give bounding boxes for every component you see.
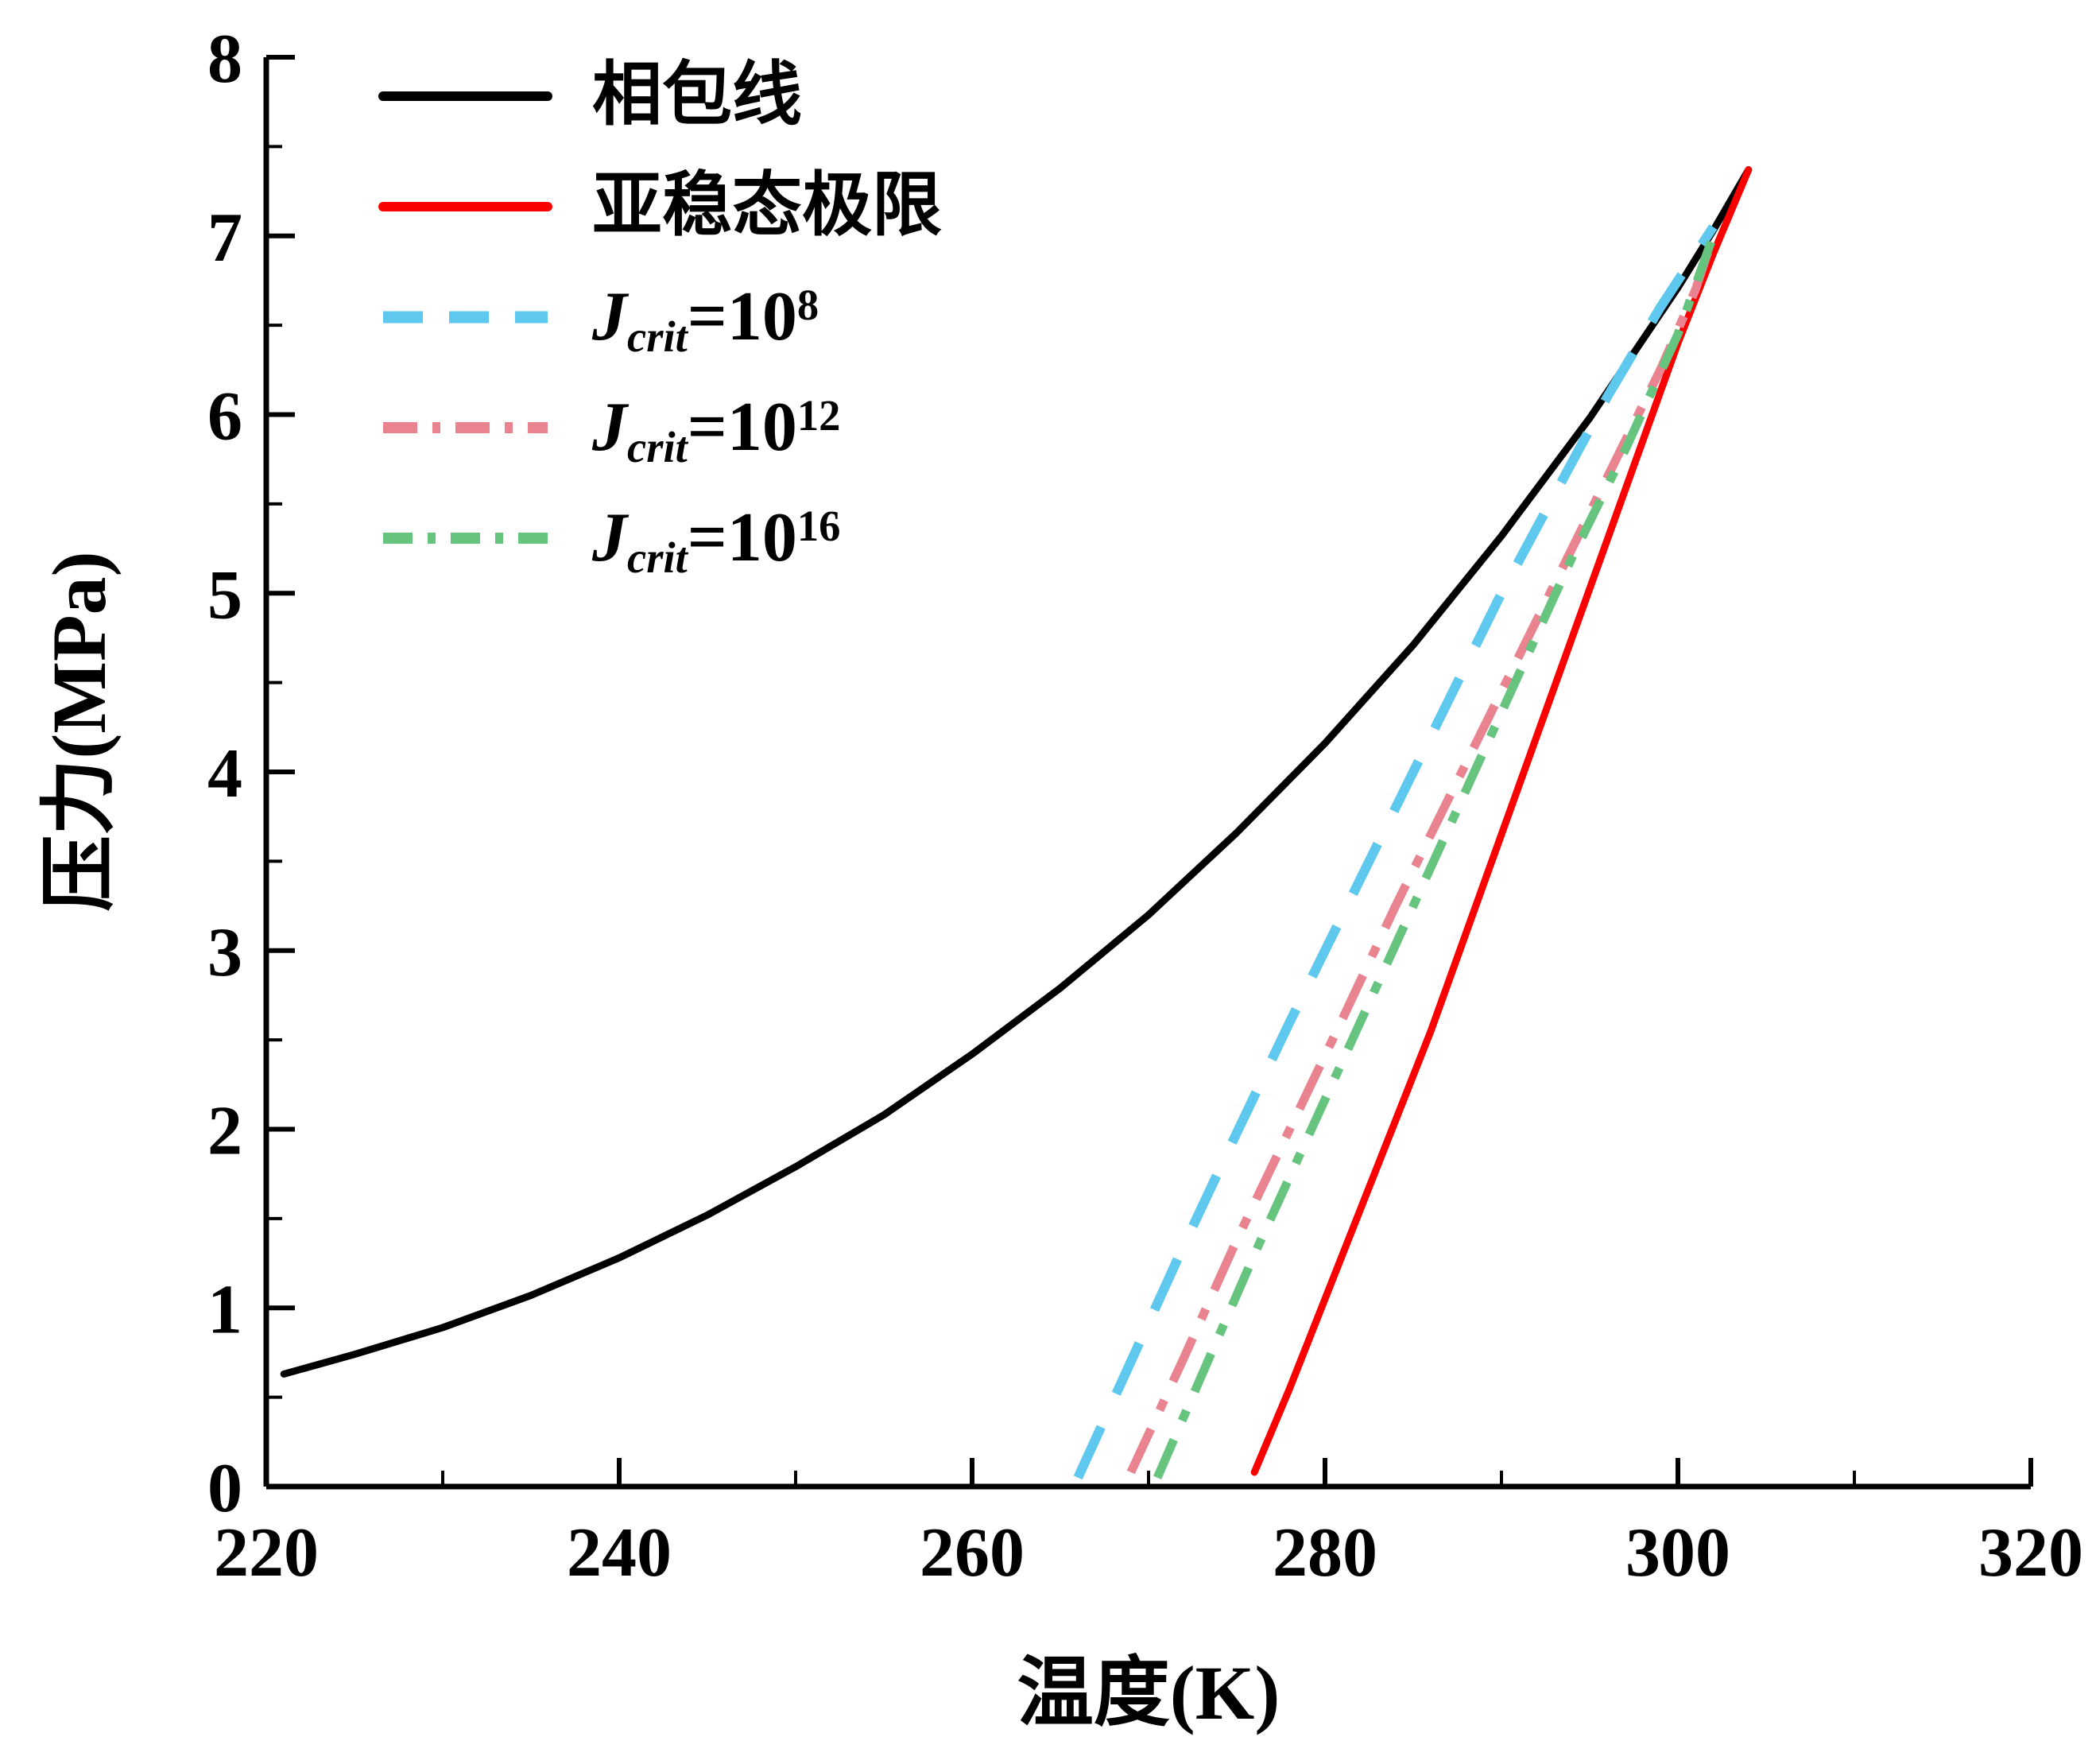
series-line (1153, 234, 1718, 1479)
legend-item-phase-envelope: 相包线 (378, 54, 942, 138)
legend-label: 亚稳态极限 (592, 167, 943, 245)
series-line (1126, 235, 1718, 1475)
legend-sub: crit (627, 533, 688, 582)
x-tick-label: 220 (214, 1514, 319, 1591)
legend-label: Jcrit=1012 (592, 390, 841, 469)
y-axis-title: 压力(MPa) (37, 551, 122, 912)
legend-item-jcrit-1e16: Jcrit=1016 (380, 496, 942, 580)
legend-eq: =10 (687, 388, 797, 466)
y-tick-label: 2 (207, 1093, 242, 1170)
legend-label: Jcrit=108 (592, 280, 819, 359)
x-tick-label: 300 (1625, 1514, 1730, 1591)
legend-item-jcrit-1e12: Jcrit=1012 (380, 386, 942, 469)
x-tick-label: 280 (1273, 1514, 1377, 1591)
legend-swatch (383, 421, 548, 433)
series-line (1250, 166, 1753, 1476)
x-axis-title: 温度(K) (1017, 1650, 1280, 1735)
legend: 相包线 亚稳态极限 Jcrit=108 Jcrit=1012 Jcrit=101 (378, 54, 943, 580)
legend-eq: =10 (687, 277, 797, 355)
legend-swatch (383, 311, 548, 323)
y-tick-label: 4 (207, 735, 242, 812)
y-tick-label: 6 (207, 378, 242, 456)
legend-var: J (592, 277, 627, 355)
y-tick-label: 0 (207, 1450, 242, 1527)
legend-exp: 12 (796, 390, 841, 440)
legend-var: J (592, 388, 627, 466)
legend-swatch (378, 91, 552, 101)
series-line (1073, 224, 1718, 1480)
legend-eq: =10 (687, 498, 797, 576)
x-tick-label: 320 (1978, 1514, 2083, 1591)
legend-exp: 8 (796, 280, 819, 329)
legend-swatch (383, 532, 548, 544)
y-tick-label: 3 (207, 914, 242, 991)
legend-sub: crit (627, 312, 688, 361)
y-tick-label: 5 (207, 556, 242, 634)
legend-label: Jcrit=1016 (592, 501, 841, 580)
series-line (280, 166, 1753, 1378)
legend-exp: 16 (796, 501, 841, 550)
legend-label: 相包线 (592, 56, 803, 134)
legend-item-jcrit-1e8: Jcrit=108 (380, 275, 942, 359)
legend-var: J (592, 498, 627, 576)
y-tick-label: 8 (207, 21, 242, 98)
legend-sub: crit (627, 422, 688, 471)
legend-item-metastable-limit: 亚稳态极限 (378, 165, 943, 248)
x-tick-label: 260 (920, 1514, 1025, 1591)
legend-swatch (378, 201, 552, 211)
y-tick-label: 7 (207, 200, 242, 277)
x-tick-label: 240 (567, 1514, 672, 1591)
y-tick-label: 1 (207, 1271, 242, 1348)
